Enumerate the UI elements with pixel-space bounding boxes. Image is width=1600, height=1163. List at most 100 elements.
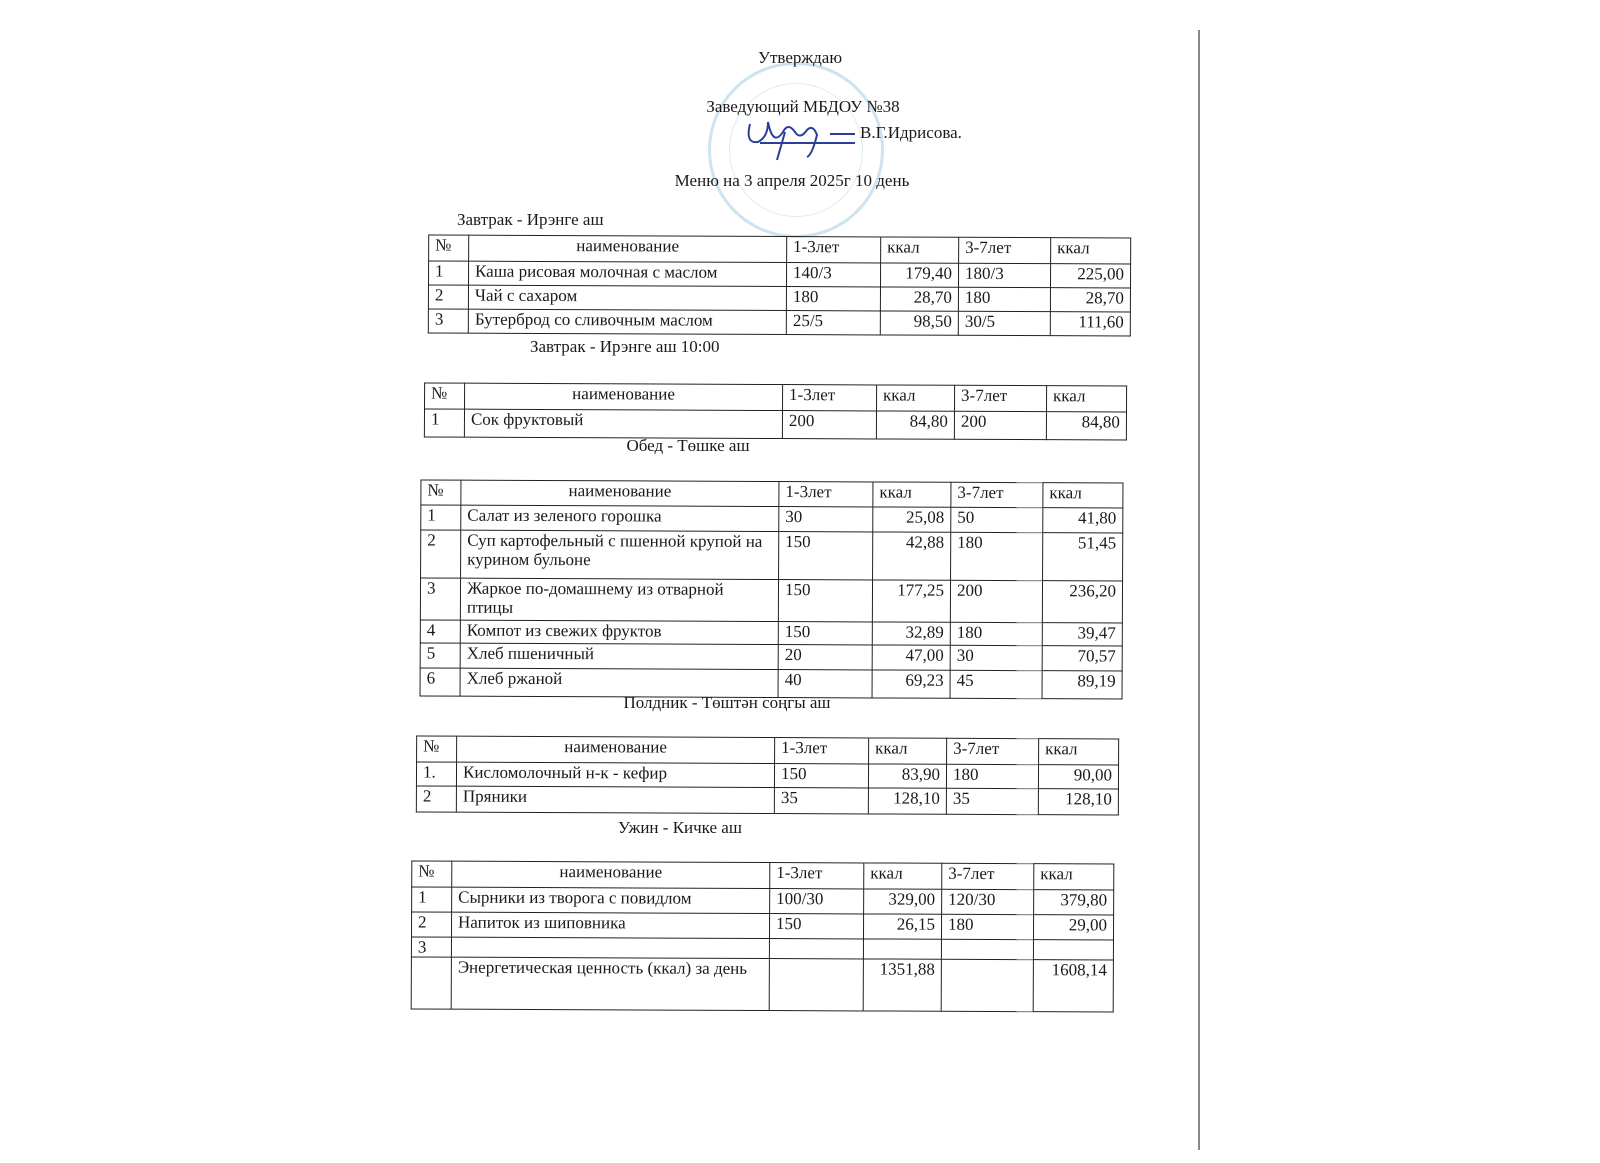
table-cell: Хлеб пшеничный — [460, 643, 779, 670]
table-cell: 84,80 — [876, 410, 955, 440]
column-header: ккал — [880, 236, 959, 264]
table-cell: Напиток из шиповника — [451, 912, 770, 939]
table-header: № наименование 1-3лет ккал 3-7лет ккал — [416, 735, 1119, 766]
menu-table: № наименование 1-3лет ккал 3-7лет ккал 1 Каша р… — [428, 234, 1131, 337]
table-cell: 69,23 — [872, 669, 951, 699]
table-cell: 89,19 — [1042, 670, 1123, 700]
table-cell: 2 — [420, 529, 461, 579]
table-row: 1 Салат из зеленого горошка 30 25,08 50 41,80 — [420, 504, 1123, 534]
table-cell — [769, 938, 864, 959]
table-cell: 35 — [946, 788, 1039, 815]
table-cell: 3 — [420, 577, 461, 621]
table-cell — [941, 939, 1034, 960]
table-header: № наименование 1-3лет ккал 3-7лет ккал — [411, 860, 1114, 891]
column-header: ккал — [876, 384, 955, 412]
table-cell: 51,45 — [1042, 532, 1123, 582]
column-header: № — [420, 479, 461, 506]
table-cell: 30/5 — [958, 311, 1051, 336]
column-header: ккал — [1042, 482, 1123, 509]
table-cell: 379,80 — [1033, 889, 1114, 916]
table-cell: 2 — [428, 284, 469, 310]
table-cell: 70,57 — [1042, 645, 1123, 672]
table-cell: 1 — [424, 408, 465, 438]
signature-line — [760, 142, 855, 144]
column-header: 1-3лет — [769, 862, 864, 889]
column-header: ккал — [872, 481, 951, 508]
table-cell: Чай с сахаром — [468, 285, 787, 311]
column-header: ккал — [1038, 738, 1119, 766]
table-cell: 1608,14 — [1033, 959, 1114, 1013]
column-header: 3-7лет — [958, 237, 1051, 264]
column-header: 1-3лет — [778, 481, 873, 507]
column-header: № — [411, 860, 452, 888]
table-cell: 30 — [778, 506, 873, 532]
table-cell: 1 — [420, 504, 461, 531]
table-header: № наименование 1-3лет ккал 3-7лет ккал — [428, 234, 1131, 265]
column-header: ккал — [868, 737, 947, 765]
table-row: 4 Компот из свежих фруктов 150 32,89 180 39,4… — [420, 619, 1123, 647]
table-cell — [769, 958, 864, 1011]
menu-table: № наименование 1-3лет ккал 3-7лет ккал 1 Салат … — [420, 479, 1124, 700]
table-cell: 225,00 — [1050, 263, 1131, 289]
column-header: наименование — [456, 736, 775, 764]
section-title: Завтрак - Ирэнге аш 10:00 — [530, 337, 720, 356]
section-title: Завтрак - Ирэнге аш — [457, 210, 604, 229]
table-cell: 1 — [428, 260, 469, 286]
table-header: № наименование 1-3лет ккал 3-7лет ккал — [420, 479, 1123, 509]
table-cell: Бутерброд со сливочным маслом — [468, 309, 787, 335]
menu-table: № наименование 1-3лет ккал 3-7лет ккал 1 Сырник… — [411, 860, 1115, 1013]
menu-table: № наименование 1-3лет ккал 3-7лет ккал 1 Сок фр… — [424, 382, 1127, 441]
table-cell: 42,88 — [872, 531, 951, 581]
table-row: 2 Напиток из шиповника 150 26,15 180 29,00 — [411, 911, 1114, 941]
signature — [747, 121, 855, 161]
table-cell: 32,89 — [872, 621, 951, 646]
section-title: Полдник - Төштән соңгы аш — [623, 693, 831, 712]
table-row: 2 Суп картофельный с пшенной крупой на ку… — [420, 529, 1123, 582]
column-header: ккал — [1050, 237, 1131, 265]
table-row: 5 Хлеб пшеничный 20 47,00 30 70,57 — [420, 642, 1123, 672]
table-cell: 2 — [416, 785, 457, 813]
table-cell: 39,47 — [1042, 622, 1123, 647]
table-cell: 2 — [411, 911, 452, 938]
table-cell: 200 — [950, 580, 1043, 623]
table-cell: 83,90 — [868, 763, 947, 789]
column-header: наименование — [460, 480, 779, 507]
column-header: ккал — [863, 862, 942, 890]
table-cell: 90,00 — [1038, 764, 1119, 790]
table-cell: 329,00 — [863, 888, 942, 915]
column-header: 1-3лет — [782, 384, 877, 411]
table-cell: 26,15 — [863, 913, 942, 940]
official-stamp — [708, 62, 884, 238]
column-header: наименование — [464, 383, 783, 411]
table-cell: 150 — [778, 579, 873, 622]
table-cell: Жаркое по-домашнему из отварной птицы — [460, 578, 779, 622]
table-row: 1. Кисломолочный н-к - кефир 150 83,90 180 90… — [416, 761, 1119, 790]
table-cell: 25,08 — [872, 506, 951, 533]
column-header: 3-7лет — [950, 482, 1043, 508]
column-header: ккал — [1033, 863, 1114, 891]
table-cell: 4 — [420, 619, 461, 644]
table-cell: 179,40 — [880, 262, 959, 288]
table-cell: Суп картофельный с пшенной крупой на кур… — [460, 530, 779, 580]
table-row: 1 Сырники из творога с повидлом 100/30 329,… — [411, 886, 1114, 916]
table-cell: 6 — [420, 667, 461, 697]
table-cell: 150 — [769, 913, 864, 939]
column-header: 3-7лет — [941, 863, 1034, 890]
table-row: 2 Чай с сахаром 180 28,70 180 28,70 — [428, 284, 1131, 313]
table-cell: 150 — [774, 763, 869, 788]
table-cell: 140/3 — [786, 262, 881, 287]
table-cell: 28,70 — [880, 286, 959, 312]
column-header: 3-7лет — [954, 385, 1047, 412]
table-cell: Кисломолочный н-к - кефир — [456, 762, 775, 788]
table-cell: 180 — [946, 764, 1039, 789]
table-cell: 180 — [950, 532, 1043, 581]
approve-label: Утверждаю — [757, 48, 843, 67]
table-row: 1 Сок фруктовый 200 84,80 200 84,80 — [424, 408, 1127, 441]
table-cell: 180 — [786, 286, 881, 311]
table-cell — [451, 937, 770, 959]
table-cell: 128,10 — [868, 787, 947, 815]
column-header: наименование — [451, 861, 770, 889]
table-cell: 177,25 — [872, 579, 951, 623]
table-cell: 120/30 — [941, 889, 1034, 915]
